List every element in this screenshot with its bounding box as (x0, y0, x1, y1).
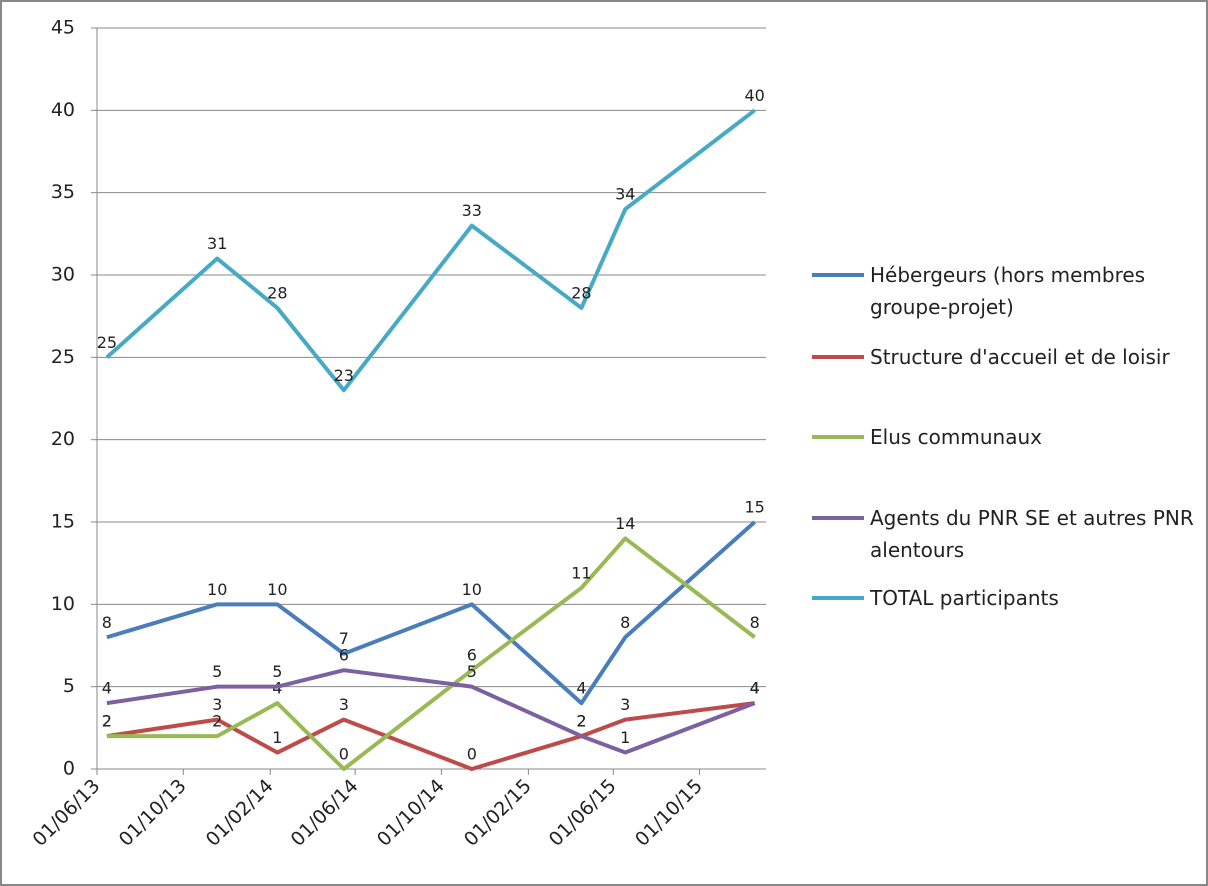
y-tick-label: 15 (51, 511, 75, 533)
data-label: 28 (571, 283, 591, 302)
legend-label: Agents du PNR SE et autres PNR alentours (870, 506, 1194, 562)
data-label: 2 (102, 712, 112, 731)
data-label: 3 (212, 695, 222, 714)
series-line (106, 701, 755, 771)
data-label: 1 (620, 728, 630, 747)
data-label: 8 (102, 613, 112, 632)
x-tick-label: 01/02/15 (460, 775, 536, 851)
data-label: 2 (576, 712, 586, 731)
y-tick-label: 20 (51, 428, 75, 450)
x-tick-label: 01/06/14 (287, 775, 363, 851)
data-label: 2 (212, 712, 222, 731)
y-tick-label: 30 (51, 264, 75, 286)
data-label: 7 (339, 629, 349, 648)
data-label: 28 (267, 283, 287, 302)
legend-label: Structure d'accueil et de loisir (870, 345, 1170, 369)
data-label: 14 (615, 514, 635, 533)
data-label: 4 (750, 679, 760, 698)
data-label: 10 (462, 580, 482, 599)
series-line (106, 668, 756, 755)
data-label: 3 (339, 695, 349, 714)
series-line (106, 520, 757, 706)
series-line (105, 108, 756, 393)
data-label: 33 (462, 201, 482, 220)
data-label: 23 (334, 366, 354, 385)
data-label: 2 (102, 712, 112, 731)
y-tick-label: 25 (51, 346, 75, 368)
x-tick-label: 01/10/13 (115, 775, 191, 851)
data-label: 11 (571, 563, 591, 582)
legend-label: Hébergeurs (hors membres groupe-projet) (870, 263, 1146, 319)
data-label: 6 (339, 646, 349, 665)
x-tick-label: 01/06/15 (545, 775, 621, 851)
data-label: 31 (207, 234, 227, 253)
legend-label: Elus communaux (870, 425, 1042, 449)
y-tick-label: 5 (63, 675, 75, 697)
y-tick-label: 10 (51, 593, 75, 615)
data-label: 1 (272, 728, 282, 747)
x-tick-label: 01/10/15 (631, 775, 707, 851)
data-label: 8 (750, 613, 760, 632)
data-label: 0 (339, 745, 349, 764)
data-label: 10 (207, 580, 227, 599)
data-label: 0 (467, 745, 477, 764)
data-label: 5 (272, 662, 282, 681)
y-tick-label: 45 (51, 17, 75, 39)
data-label: 15 (745, 498, 765, 517)
x-tick-label: 01/06/13 (29, 775, 105, 851)
data-label: 4 (750, 679, 760, 698)
data-label: 5 (467, 662, 477, 681)
data-label: 10 (267, 580, 287, 599)
data-label: 4 (102, 679, 112, 698)
data-label: 3 (620, 695, 630, 714)
series-line (106, 536, 756, 771)
y-tick-label: 0 (63, 758, 75, 780)
x-tick-label: 01/02/14 (202, 775, 278, 851)
data-label: 2 (576, 712, 586, 731)
data-label: 4 (576, 679, 586, 698)
data-label: 25 (97, 333, 117, 352)
y-tick-label: 40 (51, 99, 75, 121)
data-label: 8 (620, 613, 630, 632)
x-tick-label: 01/10/14 (373, 775, 449, 851)
data-label: 40 (745, 86, 765, 105)
data-label: 5 (212, 662, 222, 681)
data-label: 34 (615, 185, 635, 204)
legend-label: TOTAL participants (870, 586, 1059, 610)
data-label: 6 (467, 646, 477, 665)
y-tick-label: 35 (51, 181, 75, 203)
